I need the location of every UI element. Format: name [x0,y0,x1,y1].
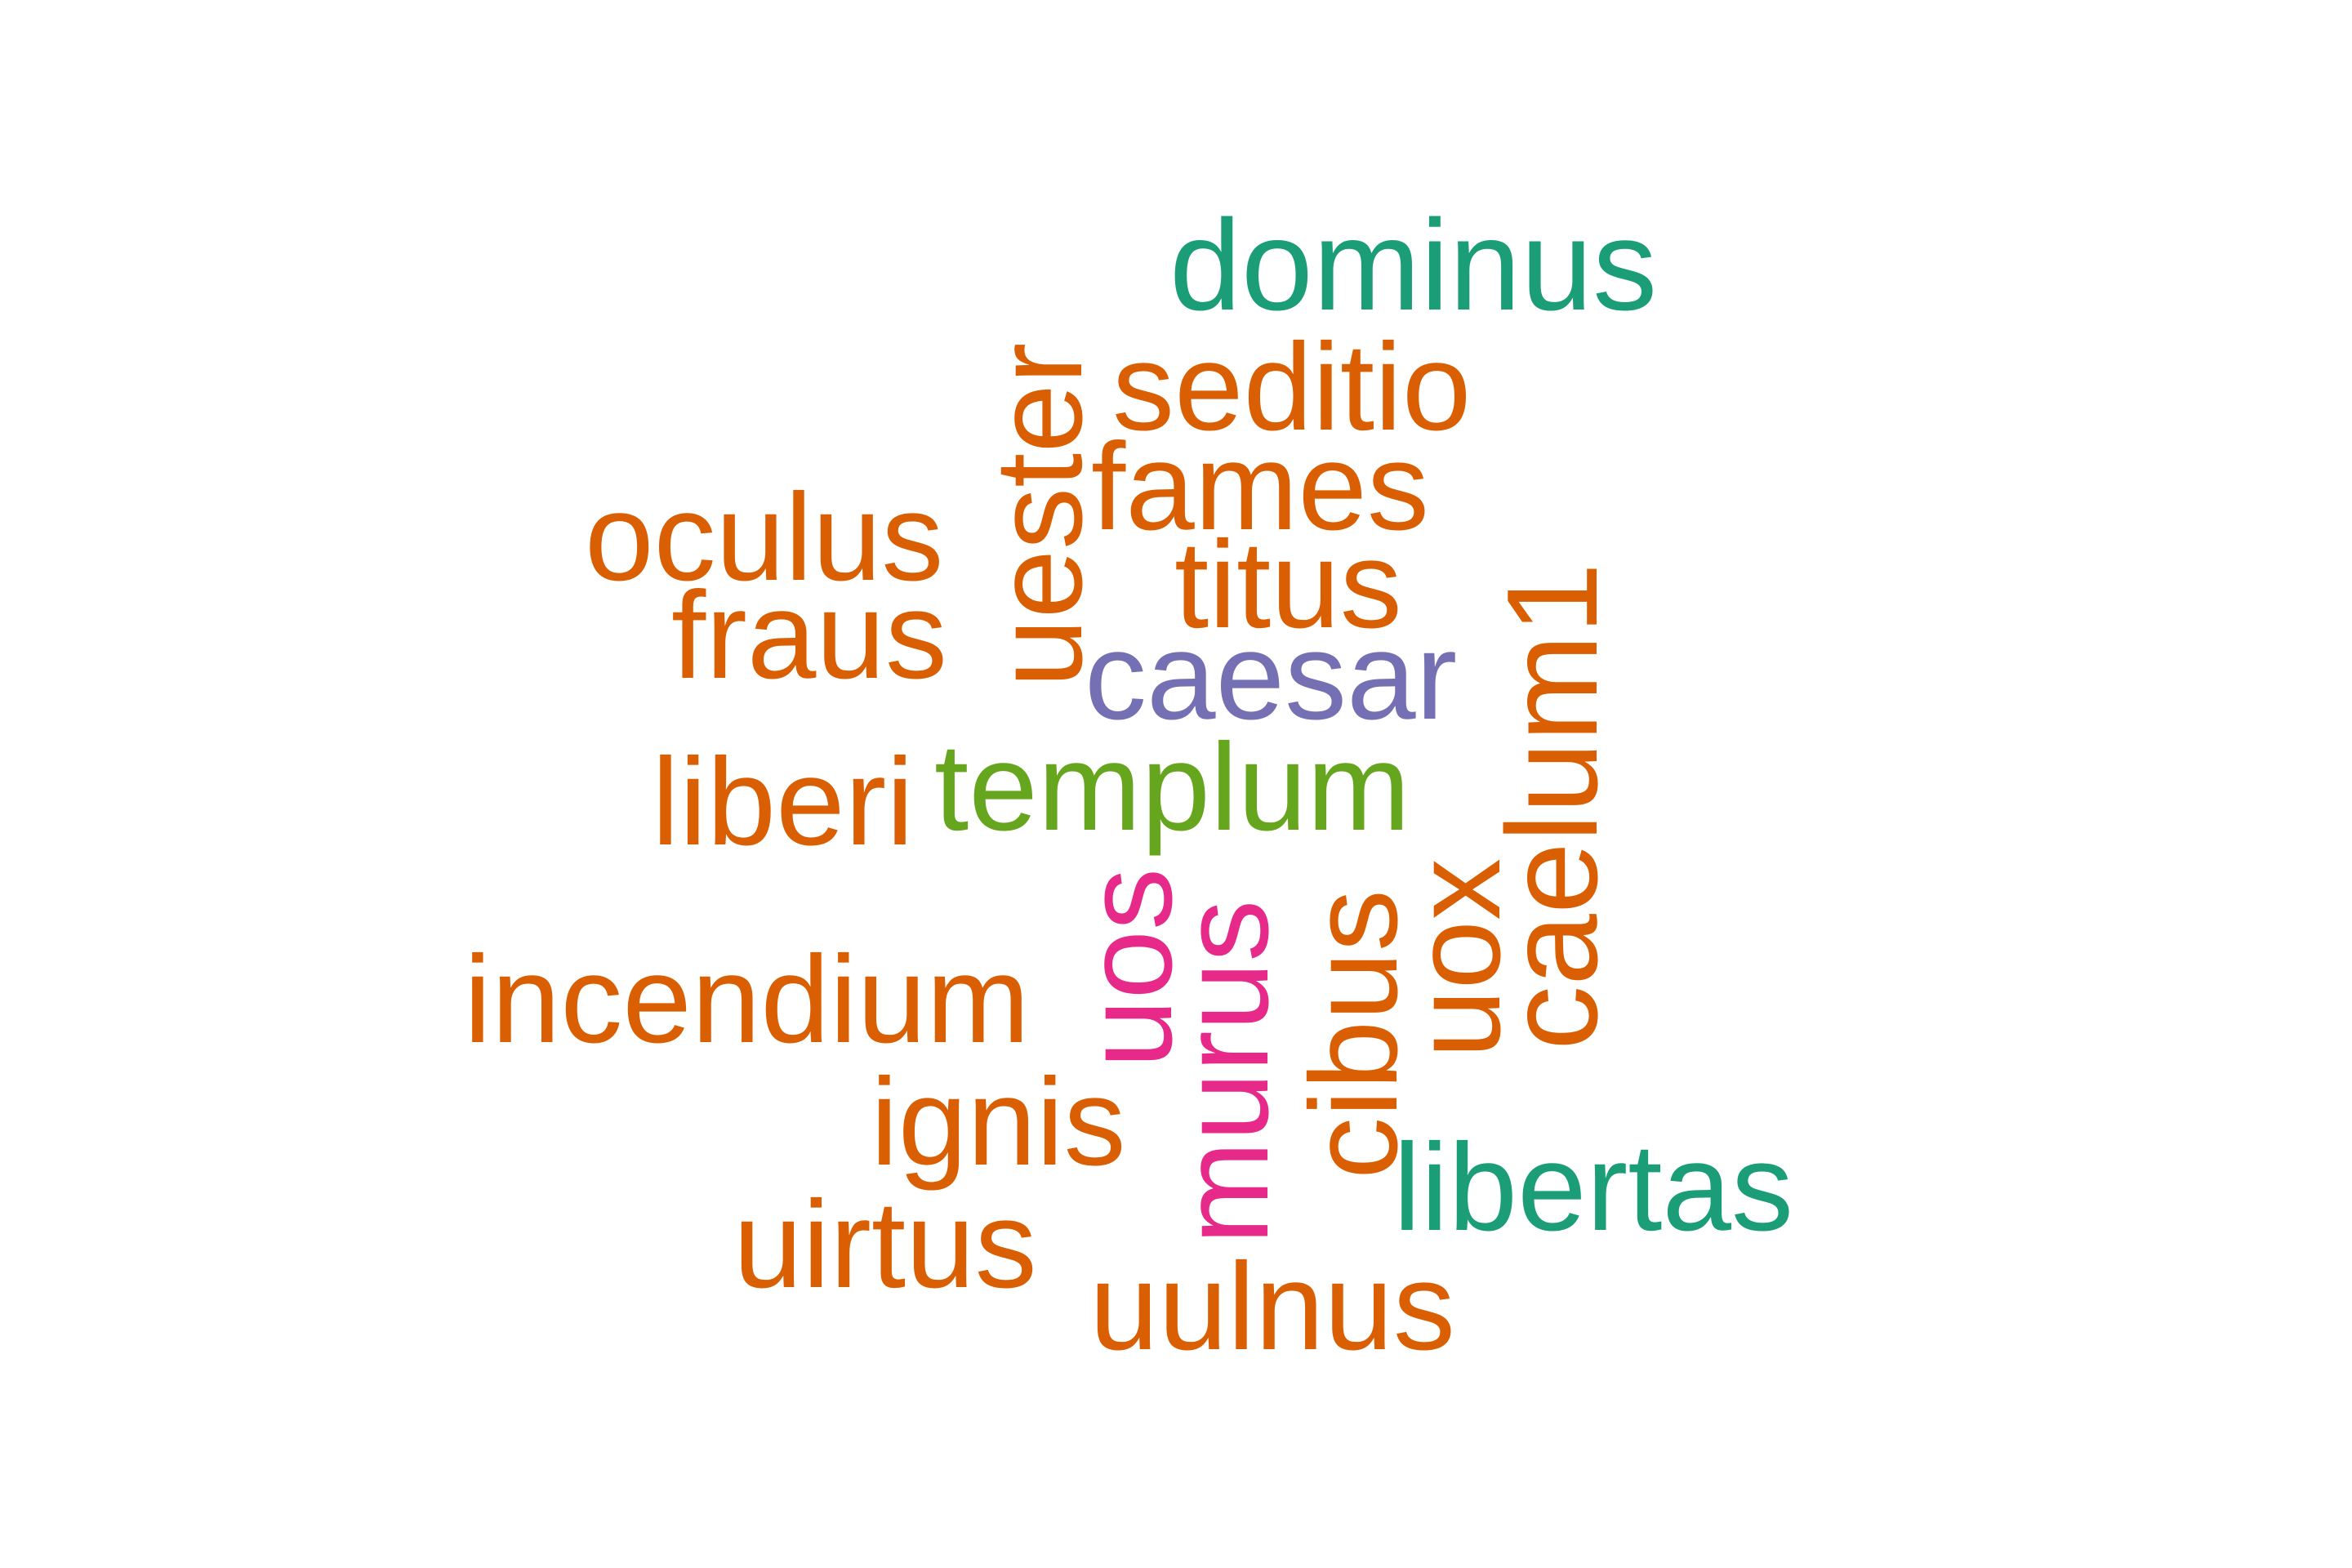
word-caesar: caesar [1085,607,1458,746]
word-murus: murus [1156,899,1294,1245]
word-templum: templum [934,718,1410,857]
word-fames: fames [1091,417,1429,556]
word-libertas: libertas [1393,1118,1793,1257]
word-oculus: oculus [585,468,944,607]
word-fraus: fraus [671,566,947,705]
word-incendium: incendium [464,930,1030,1069]
word-seditio: seditio [1112,318,1472,457]
word-dominus: dominus [1169,194,1658,337]
word-ignis: ignis [871,1053,1126,1192]
word-uox: uox [1388,858,1526,1058]
word-uirtus: uirtus [733,1175,1037,1314]
word-uulnus: uulnus [1089,1237,1455,1376]
word-titus: titus [1174,515,1402,654]
word-uester: uester [969,342,1108,688]
word-liberi: liberi [652,733,914,871]
